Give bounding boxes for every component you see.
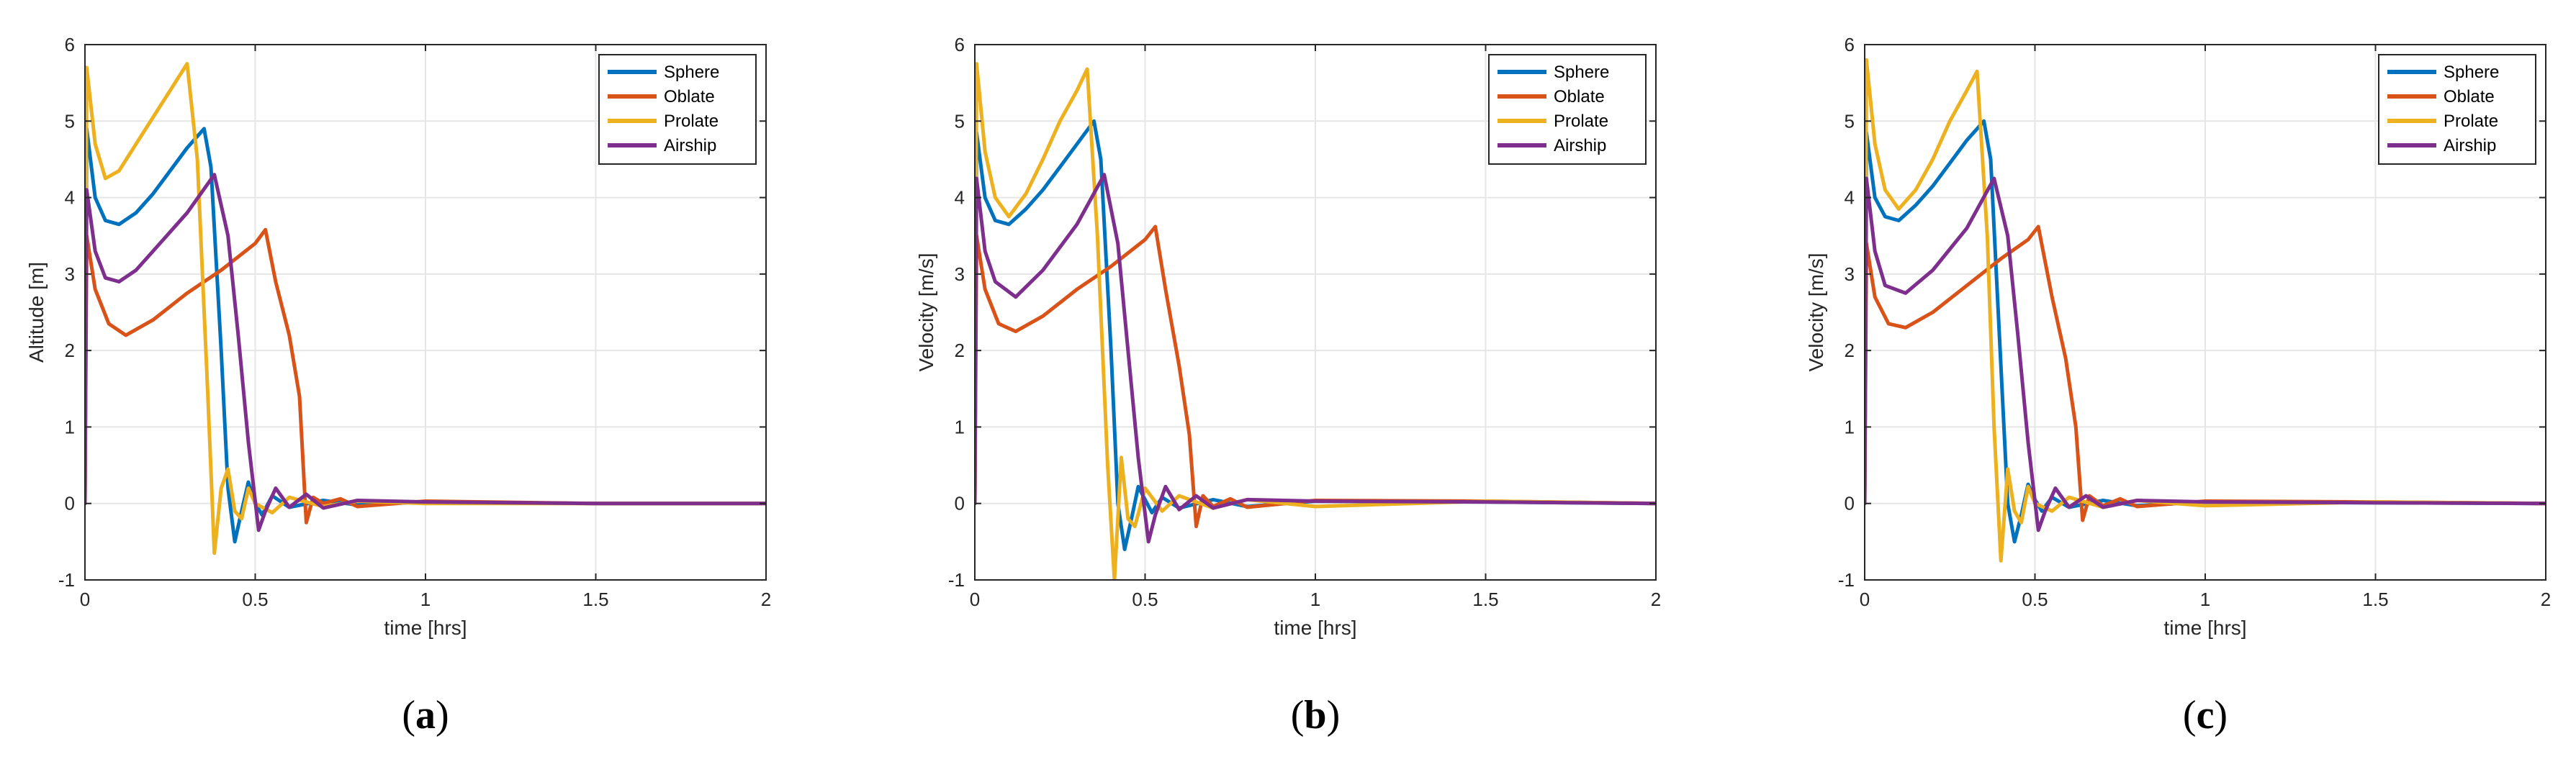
legend-item-oblate: Oblate	[608, 87, 715, 106]
panel-caption: (a)	[402, 693, 449, 738]
y-axis-label: Velocity [m/s]	[915, 253, 937, 372]
x-tick-label: 0.5	[2022, 589, 2048, 610]
legend-item-sphere: Sphere	[608, 63, 719, 82]
x-tick-label: 0.5	[1132, 589, 1158, 610]
x-axis-label: time [hrs]	[2163, 617, 2246, 639]
legend-item-airship: Airship	[1498, 136, 1606, 155]
y-tick-label: 6	[65, 34, 75, 55]
x-tick-label: 2	[2541, 589, 2551, 610]
y-tick-label: -1	[58, 569, 75, 591]
x-tick-label: 2	[1651, 589, 1661, 610]
x-tick-label: 0	[970, 589, 980, 610]
x-axis-label: time [hrs]	[1274, 617, 1356, 639]
y-tick-label: 3	[1845, 263, 1855, 285]
y-axis-label: Velocity [m/s]	[1805, 253, 1827, 372]
legend: Sphere Oblate Prolate Airship	[2378, 54, 2536, 165]
series-line-airship	[1865, 176, 2546, 532]
legend-item-sphere: Sphere	[2387, 63, 2499, 82]
legend-label: Airship	[2444, 136, 2496, 155]
x-tick-label: 0.5	[242, 589, 268, 610]
y-tick-label: 1	[65, 416, 75, 437]
legend-label: Prolate	[2444, 112, 2498, 131]
y-tick-label: 0	[1845, 493, 1855, 514]
y-tick-label: 3	[955, 263, 965, 285]
series-line-oblate	[975, 224, 1656, 529]
legend-item-prolate: Prolate	[608, 112, 719, 131]
legend-item-sphere: Sphere	[1498, 63, 1609, 82]
legend-label: Sphere	[664, 63, 719, 82]
y-tick-label: 1	[1845, 416, 1855, 437]
x-tick-label: 1.5	[2362, 589, 2388, 610]
series-line-airship	[85, 173, 766, 532]
y-tick-label: 0	[955, 493, 965, 514]
y-tick-label: 2	[1845, 340, 1855, 361]
y-tick-label: 0	[65, 493, 75, 514]
y-tick-label: 6	[955, 34, 965, 55]
legend-item-airship: Airship	[608, 136, 716, 155]
legend: Sphere Oblate Prolate Airship	[598, 54, 757, 165]
y-tick-label: 5	[65, 110, 75, 132]
legend-label: Sphere	[1554, 63, 1609, 82]
legend-label: Oblate	[664, 87, 715, 106]
x-tick-label: 0	[80, 589, 90, 610]
x-tick-label: 1	[2200, 589, 2210, 610]
y-tick-label: 4	[955, 187, 965, 209]
series-line-sphere	[1865, 119, 2546, 544]
x-tick-label: 1.5	[582, 589, 608, 610]
legend-label: Sphere	[2444, 63, 2499, 82]
panel-caption: (b)	[1291, 693, 1340, 738]
y-tick-label: -1	[1838, 569, 1855, 591]
legend-label: Oblate	[1554, 87, 1605, 106]
x-tick-label: 2	[761, 589, 771, 610]
series-line-airship	[975, 173, 1656, 544]
legend-item-oblate: Oblate	[2387, 87, 2495, 106]
legend-item-oblate: Oblate	[1498, 87, 1605, 106]
y-tick-label: 1	[955, 416, 965, 437]
y-tick-label: 2	[955, 340, 965, 361]
x-tick-label: 0	[1860, 589, 1870, 610]
legend-label: Airship	[1554, 136, 1606, 155]
legend-label: Airship	[664, 136, 716, 155]
legend-label: Prolate	[1554, 112, 1608, 131]
y-tick-label: 5	[955, 110, 965, 132]
y-tick-label: 5	[1845, 110, 1855, 132]
series-line-oblate	[85, 227, 766, 525]
x-tick-label: 1	[420, 589, 431, 610]
panel-caption: (c)	[2183, 693, 2228, 738]
legend-item-prolate: Prolate	[2387, 112, 2498, 131]
y-tick-label: 2	[65, 340, 75, 361]
y-tick-label: -1	[948, 569, 965, 591]
y-axis-label: Altitude [m]	[25, 262, 48, 363]
series-line-oblate	[1865, 224, 2546, 522]
y-tick-label: 4	[65, 187, 75, 209]
y-tick-label: 4	[1845, 187, 1855, 209]
y-tick-label: 3	[65, 263, 75, 285]
legend: Sphere Oblate Prolate Airship	[1488, 54, 1647, 165]
legend-label: Prolate	[664, 112, 719, 131]
legend-item-airship: Airship	[2387, 136, 2496, 155]
y-tick-label: 6	[1845, 34, 1855, 55]
x-tick-label: 1	[1310, 589, 1320, 610]
legend-item-prolate: Prolate	[1498, 112, 1608, 131]
x-tick-label: 1.5	[1472, 589, 1498, 610]
x-axis-label: time [hrs]	[384, 617, 467, 639]
legend-label: Oblate	[2444, 87, 2495, 106]
